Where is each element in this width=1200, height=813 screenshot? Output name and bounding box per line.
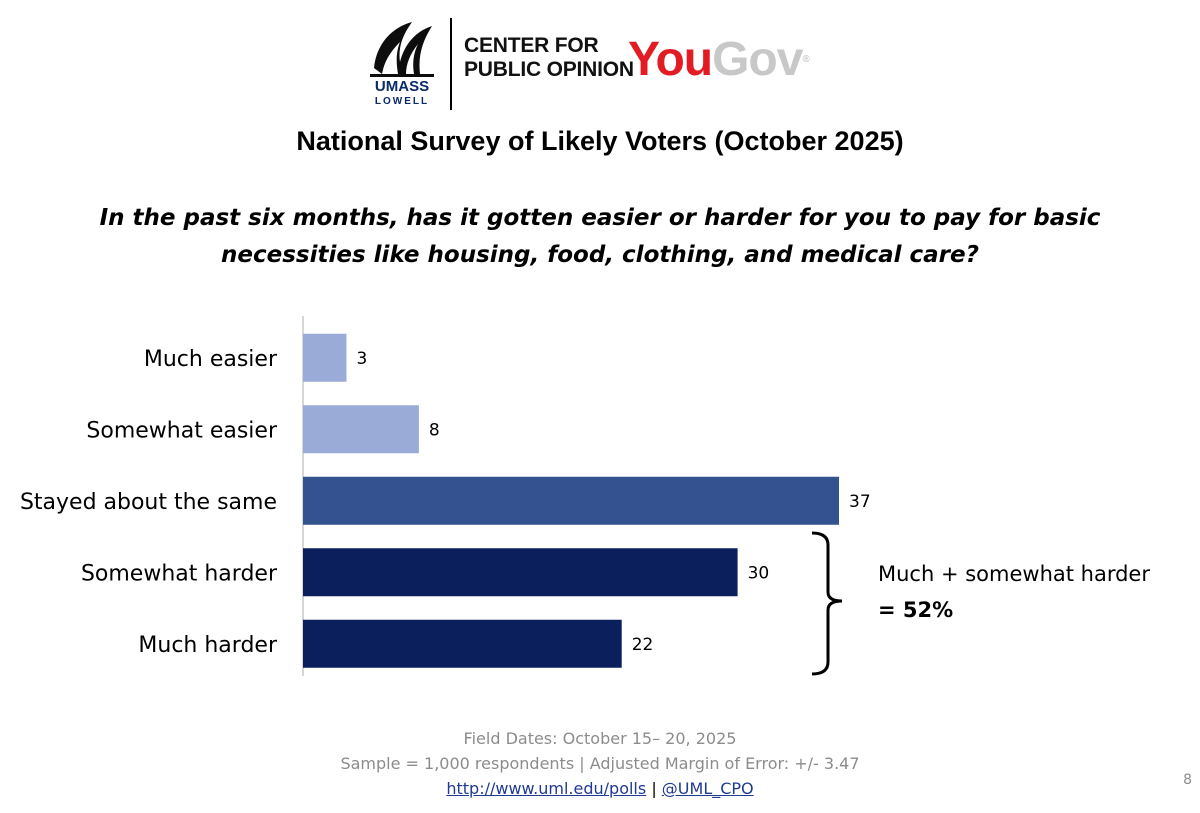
data-label: 37 [849, 492, 871, 512]
data-label: 8 [429, 420, 440, 440]
cpo-line-2: PUBLIC OPINION [464, 58, 634, 81]
page-number: 8 [1183, 772, 1192, 788]
bar-stayed-about-the-same [303, 476, 839, 525]
category-label: Much easier [144, 347, 278, 372]
yougov-gov: Gov [712, 33, 803, 86]
harder-total-annotation: Much + somewhat harder = 52% [878, 556, 1150, 628]
field-dates: Field Dates: October 15– 20, 2025 [463, 729, 737, 748]
page-title: National Survey of Likely Voters (Octobe… [296, 126, 904, 156]
logo-bar: UMASS LOWELL CENTER FOR PUBLIC OPINION Y… [368, 10, 828, 110]
link-separator: | [651, 779, 657, 798]
survey-question: In the past six months, has it gotten ea… [60, 200, 1140, 274]
twitter-handle-link[interactable]: @UML_CPO [661, 779, 754, 798]
category-label: Stayed about the same [20, 490, 277, 515]
bar-much-harder [303, 619, 622, 668]
category-label: Much harder [138, 633, 278, 658]
yougov-logo: YouGov® [628, 32, 810, 88]
footer: Field Dates: October 15– 20, 2025 Sample… [0, 726, 1200, 801]
question-line-1: In the past six months, has it gotten ea… [99, 205, 1101, 231]
umass-text: UMASS [375, 78, 429, 95]
bar-somewhat-harder [303, 548, 738, 597]
bar-somewhat-easier [303, 405, 419, 454]
bar-much-easier [303, 333, 347, 382]
umass-lowell-logo: UMASS LOWELL [368, 16, 438, 107]
yougov-you: You [628, 33, 713, 86]
logo-divider [450, 18, 452, 110]
polls-link[interactable]: http://www.uml.edu/polls [446, 779, 647, 798]
category-label: Somewhat harder [81, 561, 278, 586]
data-label: 30 [748, 563, 770, 583]
annotation-line-1: Much + somewhat harder [878, 562, 1150, 586]
data-label: 22 [632, 635, 654, 655]
cpo-line-1: CENTER FOR [464, 34, 599, 57]
annotation-line-2: = 52% [878, 598, 954, 622]
links-row: http://www.uml.edu/polls | @UML_CPO [0, 776, 1200, 801]
sample-info: Sample = 1,000 respondents | Adjusted Ma… [340, 754, 860, 773]
category-label: Somewhat easier [86, 418, 278, 443]
center-for-public-opinion-logo: CENTER FOR PUBLIC OPINION [464, 34, 634, 82]
harder-bracket [811, 531, 843, 676]
data-label: 3 [356, 349, 367, 369]
lowell-text: LOWELL [375, 96, 429, 106]
yougov-registered-mark: ® [802, 54, 809, 65]
question-line-2: necessities like housing, food, clothing… [221, 242, 979, 268]
